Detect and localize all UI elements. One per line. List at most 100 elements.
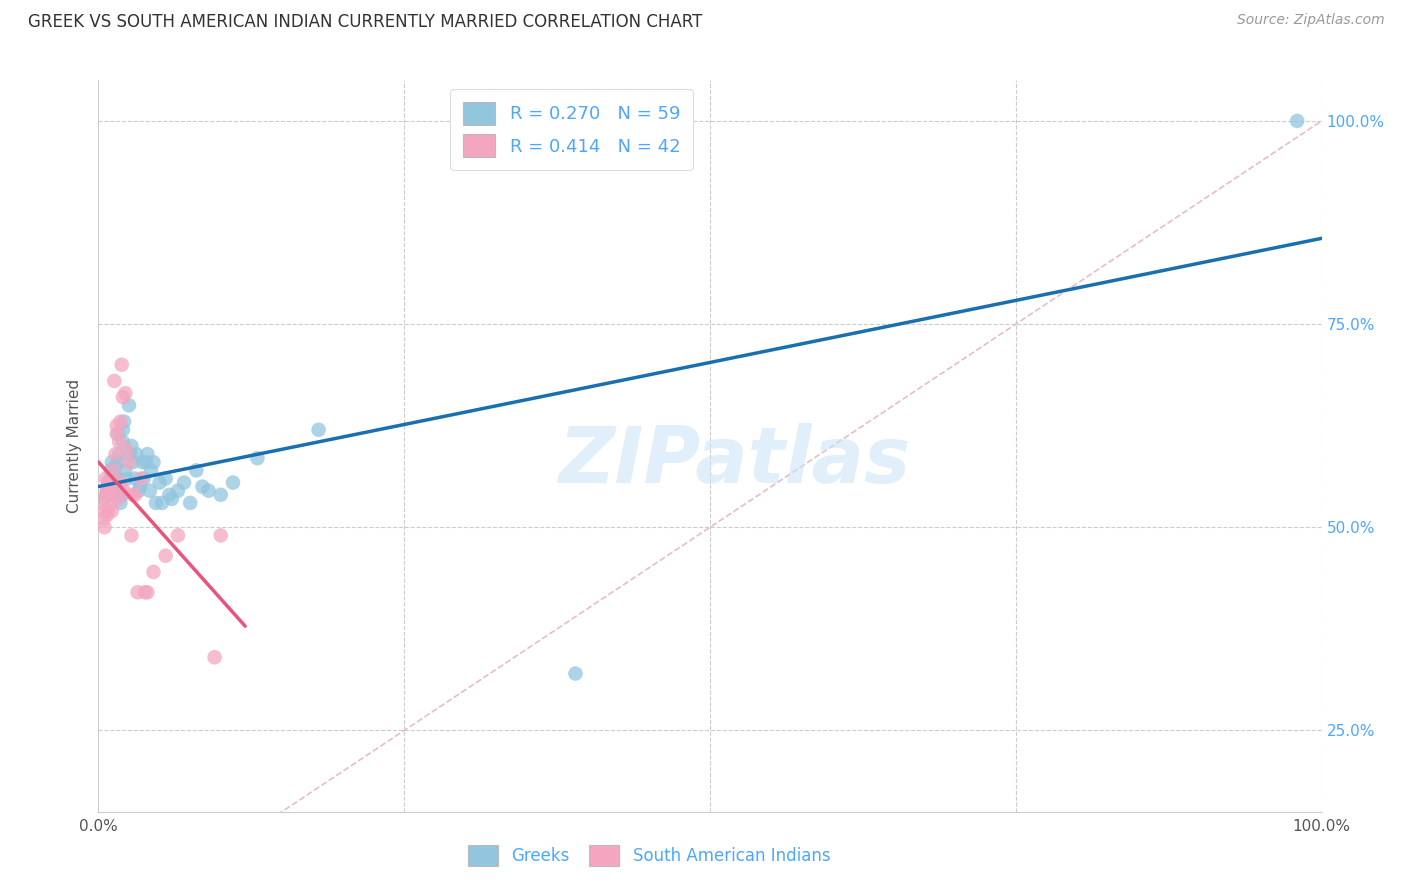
Point [114,386,136,401]
Point [157,488,180,502]
Point [112,415,135,429]
Point [114,463,136,477]
Point [246,451,269,466]
Point [91,512,114,526]
Point [155,549,177,563]
Point [110,483,132,498]
Point [108,447,131,461]
Point [94,471,117,485]
Point [132,471,155,485]
Point [100,463,122,477]
Point [96,508,118,522]
Point [101,463,124,477]
Point [136,447,159,461]
Point [107,491,129,506]
Point [167,483,190,498]
Point [127,585,149,599]
Point [104,459,127,474]
Point [209,528,232,542]
Point [98,488,121,502]
Text: ZIPatlas: ZIPatlas [558,423,911,499]
Point [186,463,208,477]
Point [129,471,152,485]
Point [100,496,122,510]
Point [110,496,132,510]
Point [142,455,165,469]
Y-axis label: Currently Married: Currently Married [67,379,83,513]
Point [97,504,120,518]
Point [97,475,120,490]
Point [112,483,135,498]
Point [209,488,232,502]
Point [149,475,172,490]
Point [100,471,122,485]
Point [101,488,124,502]
Point [564,666,586,681]
Point [100,480,122,494]
Point [135,455,157,469]
Point [145,496,167,510]
Point [111,358,134,372]
Legend: Greeks, South American Indians: Greeks, South American Indians [461,838,837,873]
Point [111,434,134,449]
Text: Source: ZipAtlas.com: Source: ZipAtlas.com [1237,13,1385,28]
Point [139,463,162,477]
Point [101,483,124,498]
Point [105,426,128,441]
Point [107,426,129,441]
Point [167,528,190,542]
Point [118,398,141,412]
Point [105,471,128,485]
Point [142,565,165,579]
Point [118,455,141,469]
Point [173,475,195,490]
Point [131,455,153,469]
Point [160,491,183,506]
Point [150,496,173,510]
Point [104,447,127,461]
Point [105,418,128,433]
Point [115,471,138,485]
Point [111,488,134,502]
Point [101,488,124,502]
Point [111,423,134,437]
Point [103,467,125,482]
Point [128,483,150,498]
Point [155,471,177,485]
Point [100,480,122,494]
Text: GREEK VS SOUTH AMERICAN INDIAN CURRENTLY MARRIED CORRELATION CHART: GREEK VS SOUTH AMERICAN INDIAN CURRENTLY… [28,13,703,31]
Point [1286,114,1309,128]
Point [179,496,201,510]
Point [91,496,114,510]
Point [125,447,148,461]
Point [120,439,142,453]
Point [93,504,115,518]
Point [107,455,129,469]
Point [136,585,159,599]
Point [96,483,118,498]
Point [222,475,245,490]
Point [124,488,146,502]
Point [101,504,124,518]
Point [93,491,115,506]
Point [197,483,219,498]
Point [121,488,143,502]
Point [134,585,156,599]
Point [115,443,138,458]
Point [124,471,146,485]
Point [121,455,143,469]
Point [93,520,115,534]
Point [101,455,124,469]
Point [105,480,128,494]
Point [204,650,226,665]
Point [97,475,120,490]
Point [308,423,330,437]
Point [111,390,134,404]
Point [129,480,152,494]
Point [110,415,132,429]
Point [110,475,132,490]
Point [108,434,131,449]
Point [94,488,117,502]
Point [139,483,162,498]
Point [101,475,124,490]
